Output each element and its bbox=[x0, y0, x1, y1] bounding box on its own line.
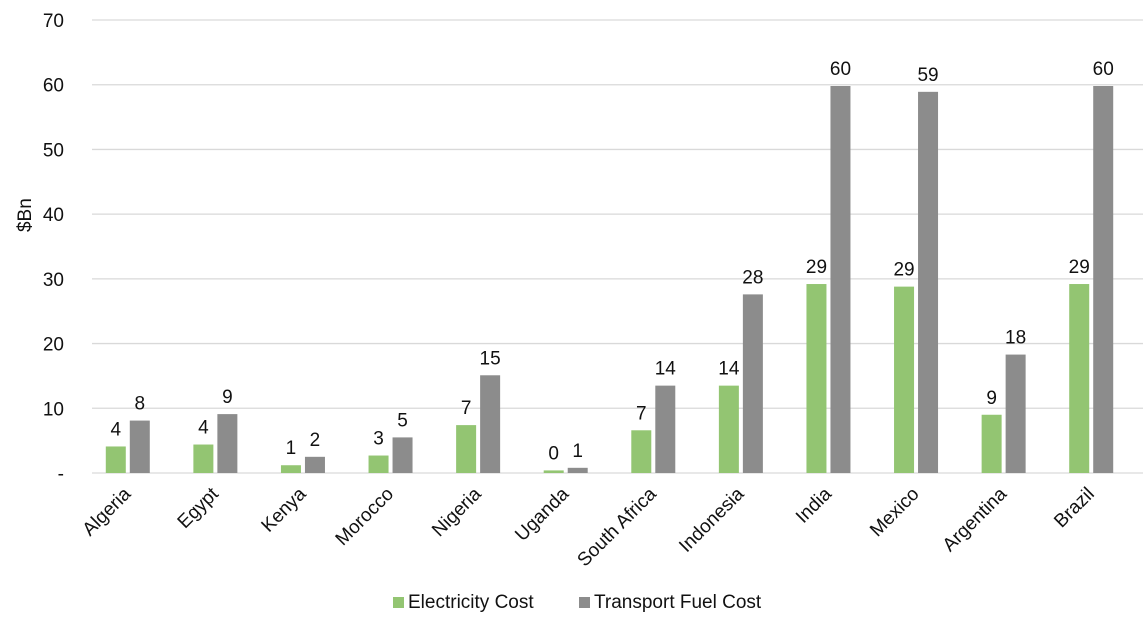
bar-transport-brazil bbox=[1093, 86, 1114, 473]
data-label: 18 bbox=[1005, 328, 1026, 349]
data-label: 14 bbox=[655, 359, 677, 380]
bar-transport-morocco bbox=[392, 437, 413, 473]
bar-transport-kenya bbox=[304, 456, 325, 473]
y-tick-label: 50 bbox=[43, 140, 64, 161]
bar-transport-mexico bbox=[918, 91, 939, 473]
x-tick-label: Argentina bbox=[939, 483, 1012, 556]
bar-electricity-argentina bbox=[981, 414, 1002, 473]
bar-transport-india bbox=[830, 86, 851, 473]
x-tick-label: Algeria bbox=[79, 483, 136, 540]
x-tick-label: Kenya bbox=[258, 483, 311, 536]
legend: Electricity Cost Transport Fuel Cost bbox=[393, 592, 762, 613]
bar-transport-argentina bbox=[1005, 354, 1026, 473]
bar-transport-south-africa bbox=[655, 385, 676, 473]
data-label: 29 bbox=[1069, 257, 1090, 278]
y-tick-label: 70 bbox=[43, 11, 64, 32]
bars bbox=[105, 86, 1114, 473]
bar-electricity-indonesia bbox=[718, 385, 739, 473]
data-label: 1 bbox=[572, 441, 583, 462]
data-label: 14 bbox=[718, 359, 740, 380]
x-axis-ticks: Algeria Egypt Kenya Morocco Nigeria Uganda Sou… bbox=[79, 483, 1099, 571]
data-label: 4 bbox=[198, 418, 209, 439]
x-tick-label: Egypt bbox=[174, 483, 224, 533]
data-label: 9 bbox=[222, 387, 233, 408]
legend-label: Electricity Cost bbox=[408, 592, 534, 613]
x-tick-label: Uganda bbox=[511, 483, 573, 545]
x-tick-label: Mexico bbox=[866, 484, 923, 541]
bar-electricity-brazil bbox=[1069, 284, 1090, 473]
legend-swatch bbox=[393, 597, 404, 608]
data-label: 7 bbox=[461, 398, 472, 419]
bar-electricity-nigeria bbox=[456, 425, 477, 473]
data-label: 9 bbox=[986, 388, 997, 409]
bar-electricity-india bbox=[806, 284, 827, 473]
y-tick-label: 10 bbox=[43, 399, 64, 420]
data-label: 60 bbox=[1093, 59, 1114, 80]
legend-item: Electricity Cost bbox=[393, 592, 534, 613]
y-axis-title: $Bn bbox=[15, 198, 36, 232]
bar-transport-nigeria bbox=[480, 375, 501, 473]
bar-electricity-mexico bbox=[894, 286, 915, 473]
bar-transport-indonesia bbox=[742, 294, 763, 473]
bar-transport-algeria bbox=[129, 420, 150, 473]
data-label: 8 bbox=[135, 394, 146, 415]
bar-electricity-kenya bbox=[280, 465, 301, 473]
y-tick-label: 30 bbox=[43, 270, 64, 291]
data-label: 7 bbox=[636, 403, 647, 424]
data-label: 3 bbox=[373, 429, 384, 450]
x-tick-label: Nigeria bbox=[428, 483, 486, 541]
data-label: 59 bbox=[917, 65, 938, 86]
data-label: 0 bbox=[548, 443, 559, 464]
data-label: 15 bbox=[480, 348, 501, 369]
x-tick-label: Indonesia bbox=[675, 483, 748, 556]
bar-electricity-algeria bbox=[105, 446, 126, 473]
bar-electricity-egypt bbox=[193, 444, 214, 473]
legend-label: Transport Fuel Cost bbox=[594, 592, 762, 613]
data-label: 28 bbox=[742, 267, 763, 288]
bar-transport-uganda bbox=[567, 467, 588, 473]
bar-transport-egypt bbox=[217, 414, 238, 473]
data-label: 4 bbox=[111, 419, 122, 440]
y-tick-label: - bbox=[58, 464, 64, 485]
data-label: 29 bbox=[893, 260, 914, 281]
data-label: 60 bbox=[830, 59, 851, 80]
y-axis-ticks: - 10 20 30 40 50 60 70 bbox=[43, 11, 64, 485]
legend-item: Transport Fuel Cost bbox=[579, 592, 762, 613]
data-label: 1 bbox=[286, 438, 297, 459]
gridlines bbox=[92, 19, 1143, 474]
data-label: 2 bbox=[310, 430, 321, 451]
y-tick-label: 20 bbox=[43, 335, 64, 356]
y-tick-label: 60 bbox=[43, 76, 64, 97]
bar-electricity-morocco bbox=[368, 455, 389, 473]
x-tick-label: Morocco bbox=[332, 484, 398, 550]
x-tick-label: India bbox=[792, 483, 836, 527]
x-tick-label: Brazil bbox=[1050, 484, 1098, 532]
legend-swatch bbox=[579, 597, 590, 608]
data-label: 29 bbox=[806, 257, 827, 278]
y-tick-label: 40 bbox=[43, 205, 64, 226]
data-label: 5 bbox=[397, 410, 408, 431]
x-tick-label: South Africa bbox=[574, 483, 662, 571]
bar-electricity-south-africa bbox=[631, 430, 652, 473]
bar-electricity-uganda bbox=[543, 470, 564, 473]
